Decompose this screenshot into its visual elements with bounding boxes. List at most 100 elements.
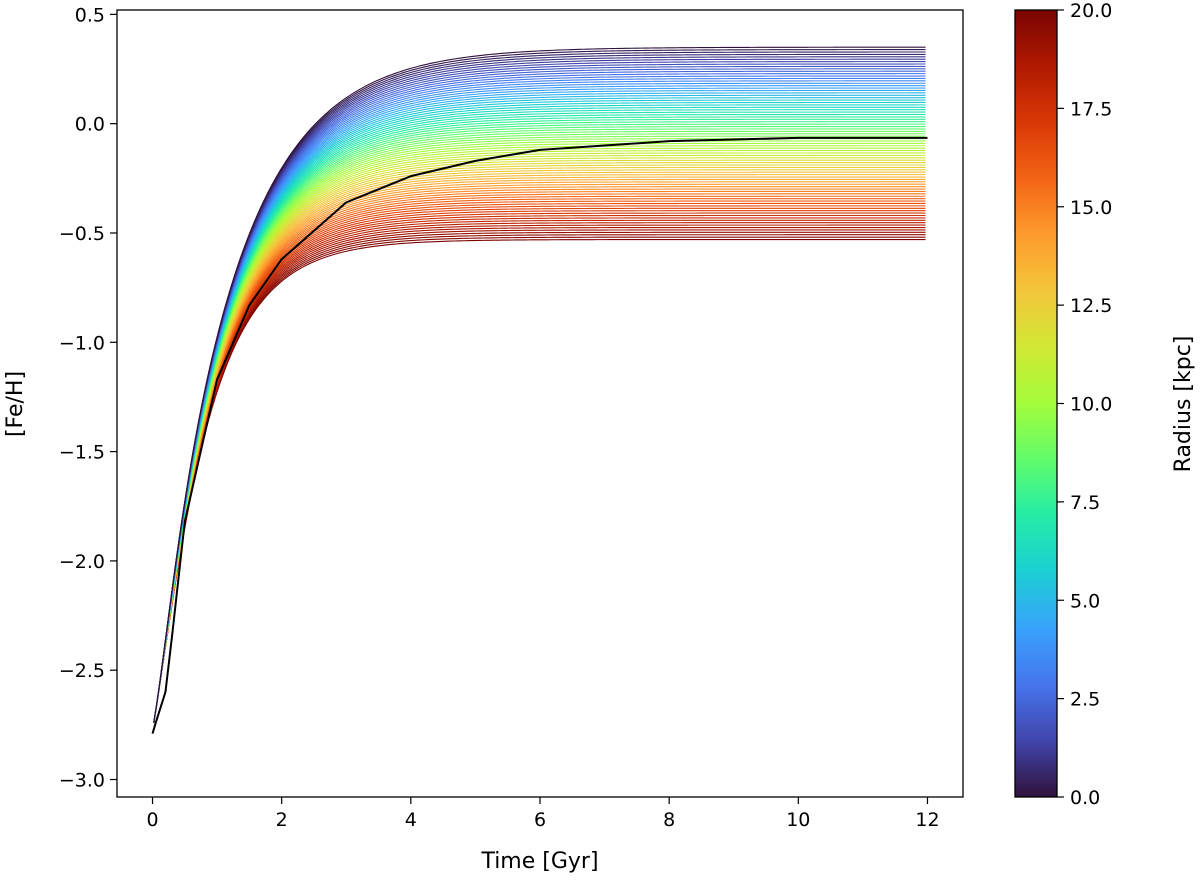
colorbar-tick-label: 2.5 [1070, 689, 1100, 711]
x-tick-label: 12 [915, 809, 939, 831]
radius-curve [153, 99, 926, 723]
radius-curve [153, 164, 926, 723]
radius-curve [153, 183, 926, 723]
radius-curve [153, 89, 926, 723]
radius-curve [153, 92, 926, 723]
radius-curve [153, 58, 926, 723]
radius-curve [153, 82, 926, 723]
colorbar-ticks: 0.0 2.5 5.0 7.5 10.0 12.5 15.0 17.5 20.0 [1057, 0, 1112, 809]
radius-curve [153, 181, 926, 723]
y-axis-label: [Fe/H] [3, 371, 28, 437]
radius-curve [153, 195, 926, 723]
radius-curve [153, 188, 926, 723]
radius-curve [153, 145, 926, 723]
colorbar-tick-label: 10.0 [1070, 394, 1112, 416]
radius-curve [153, 106, 926, 723]
colorbar-tick-label: 7.5 [1070, 492, 1100, 514]
radius-curve [153, 80, 926, 723]
colorbar-tick-label: 12.5 [1070, 295, 1112, 317]
x-axis-label: Time [Gyr] [480, 849, 598, 874]
radius-curve [153, 53, 926, 723]
x-tick-label: 6 [534, 809, 546, 831]
radius-curve [153, 49, 926, 723]
radius-curve [153, 238, 926, 723]
radius-curve [153, 101, 926, 723]
radius-curve [153, 174, 926, 723]
radius-curve [153, 154, 926, 723]
radius-curve [153, 56, 926, 723]
colorbar-tick-label: 17.5 [1070, 98, 1112, 120]
radius-curve [153, 125, 926, 723]
x-tick-label: 10 [786, 809, 810, 831]
radius-curve [153, 222, 926, 723]
radius-curve [153, 61, 926, 723]
radius-curve [153, 46, 926, 723]
radius-curve-family [153, 46, 926, 723]
radius-curve [153, 123, 926, 723]
radius-curve [153, 152, 926, 723]
radius-curve [153, 219, 926, 723]
radius-curve [153, 234, 926, 723]
radius-curve [153, 65, 926, 723]
radius-curve [153, 166, 926, 723]
radius-curve [153, 231, 926, 723]
y-tick-label: −3.0 [59, 770, 105, 792]
y-tick-label: 0.5 [75, 4, 105, 26]
radius-curve [153, 94, 926, 723]
radius-curve [153, 128, 926, 723]
y-tick-label: −2.5 [59, 660, 105, 682]
y-axis: 0.5 0.0 −0.5 −1.0 −1.5 −2.0 −2.5 −3.0 [59, 4, 117, 792]
radius-curve [153, 224, 926, 723]
x-tick-label: 8 [663, 809, 675, 831]
radius-curve [153, 116, 926, 723]
y-tick-label: −2.0 [59, 551, 105, 573]
radius-curve [153, 162, 926, 723]
radius-curve [153, 150, 926, 723]
radius-curve [153, 77, 926, 723]
radius-curve [153, 217, 926, 723]
radius-curve [153, 121, 926, 723]
radius-curve [153, 159, 926, 723]
radius-curve [153, 111, 926, 723]
radius-curve [153, 176, 926, 723]
radius-curve [153, 70, 926, 723]
radius-curve [153, 200, 926, 723]
radius-curve [153, 178, 926, 723]
colorbar-label: Radius [kpc] [1171, 336, 1196, 473]
radius-curve [153, 202, 926, 723]
radius-curve [153, 87, 926, 723]
radius-curve [153, 68, 926, 723]
colorbar-tick-label: 15.0 [1070, 197, 1112, 219]
colorbar-gradient [1014, 9, 1058, 798]
y-tick-label: −1.0 [59, 332, 105, 354]
x-tick-label: 4 [405, 809, 417, 831]
radius-curve [153, 51, 926, 723]
radius-curve [153, 236, 926, 723]
radius-curve [153, 226, 926, 723]
colorbar-tick-label: 5.0 [1070, 590, 1100, 612]
y-tick-label: 0.0 [75, 114, 105, 136]
radius-curve [153, 63, 926, 723]
x-axis: 0 2 4 6 8 10 12 [146, 797, 940, 831]
mean-curve [151, 136, 928, 734]
radius-curve [153, 109, 926, 723]
radius-curve [153, 130, 926, 723]
colorbar-tick-label: 0.0 [1070, 787, 1100, 809]
y-tick-label: −1.5 [59, 442, 105, 464]
radius-curve [153, 190, 926, 723]
mean-curve-layer [151, 136, 928, 734]
radius-curve [153, 229, 926, 723]
y-tick-label: −0.5 [59, 223, 105, 245]
radius-curve [153, 135, 926, 723]
radius-curve [153, 142, 926, 723]
radius-curve [153, 171, 926, 723]
radius-curve [153, 186, 926, 723]
radius-curve [153, 214, 926, 723]
x-tick-label: 2 [276, 809, 288, 831]
radius-curve [153, 104, 926, 723]
radius-curve [153, 140, 926, 723]
radius-curve [153, 133, 926, 723]
colorbar-tick-label: 20.0 [1070, 0, 1112, 22]
radius-curve [153, 169, 926, 723]
